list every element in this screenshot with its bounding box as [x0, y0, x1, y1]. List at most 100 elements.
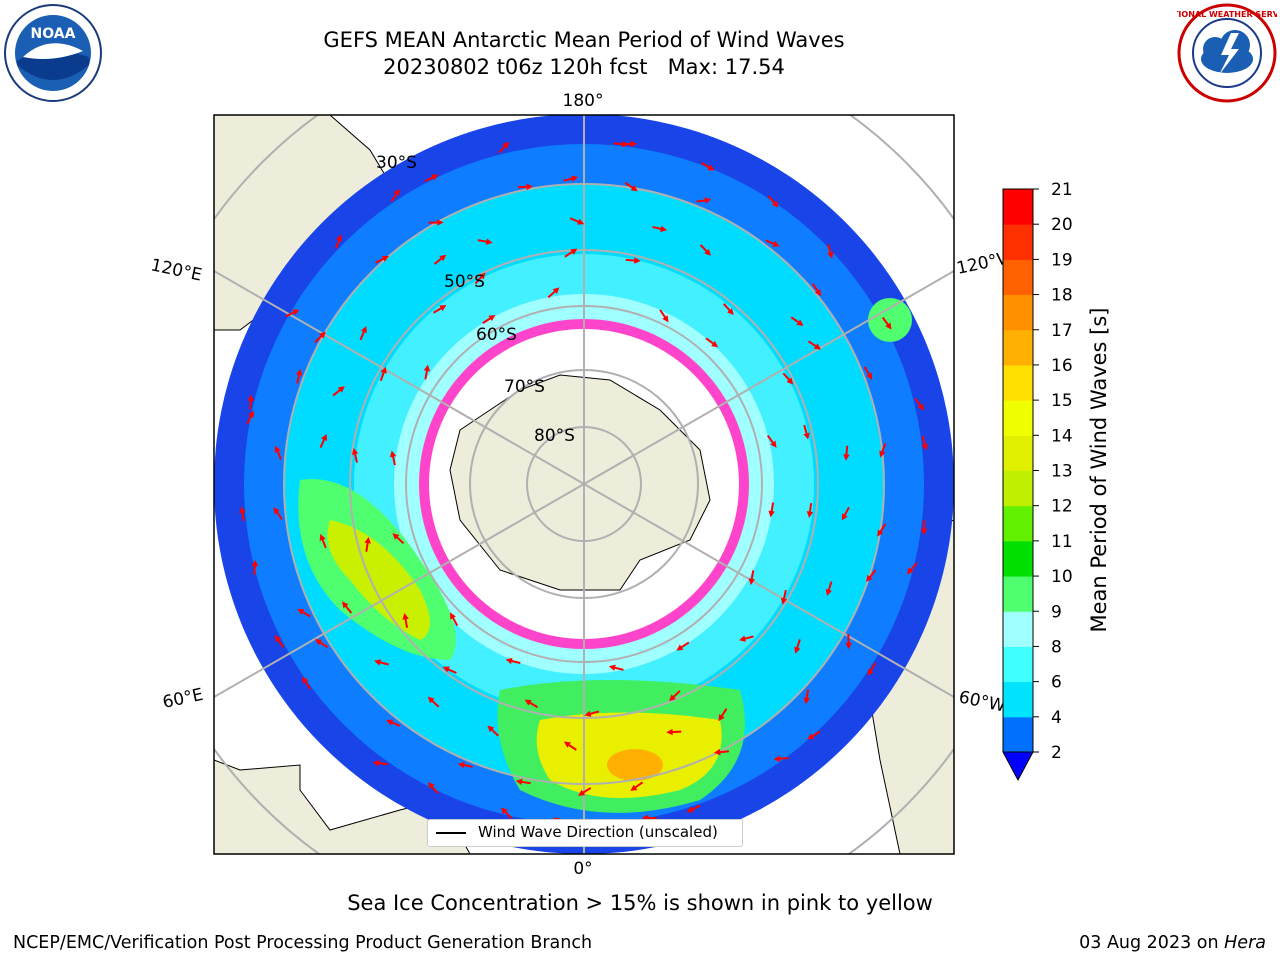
wind-arrow-head	[920, 528, 928, 536]
footer-host: Hera	[1224, 933, 1266, 953]
wind-arrow-head	[662, 315, 669, 323]
wind-arrow-head	[630, 140, 638, 148]
colorbar-band	[1003, 224, 1033, 260]
legend-text: Wind Wave Direction (unscaled)	[478, 823, 718, 841]
wind-arrow-head	[885, 322, 892, 330]
wind-arrow-head	[389, 450, 397, 458]
colorbar-band	[1003, 329, 1033, 366]
colorbar-band	[1003, 470, 1033, 507]
wind-arrow-head	[660, 225, 668, 233]
footer-date: 03 Aug 2023 on Hera	[1079, 933, 1266, 953]
wind-arrow-head	[718, 714, 725, 722]
wind-arrow-head	[457, 761, 465, 769]
wind-arrow-head	[917, 403, 925, 411]
wind-arrow-head	[843, 454, 850, 461]
wind-arrow-head	[427, 782, 435, 789]
wind-arrow-head	[794, 646, 801, 654]
wind-arrow-head	[392, 533, 400, 540]
wind-arrow-head	[360, 326, 367, 334]
wind-arrow-head	[845, 642, 852, 650]
wind-arrow-head	[796, 319, 804, 326]
wind-arrow-head	[803, 432, 810, 440]
noaa-logo-icon: NOAA	[4, 4, 102, 102]
colorbar-tick-label: 19	[1051, 250, 1073, 270]
colorbar-band	[1003, 716, 1033, 753]
footer-branch: NCEP/EMC/Verification Post Processing Pr…	[13, 933, 593, 953]
wind-arrow-head	[488, 314, 496, 322]
wind-arrow-head	[402, 612, 409, 620]
wind-arrow-head	[584, 710, 592, 717]
noaa-logo-text: NOAA	[31, 26, 76, 42]
wind-arrow-head	[427, 696, 435, 704]
colorbar-band	[1003, 189, 1033, 225]
wind-arrow-head	[386, 719, 394, 726]
sea-ice-caption: Sea Ice Concentration > 15% is shown in …	[347, 891, 933, 915]
wind-arrow-head	[773, 755, 781, 762]
colorbar-tick-label: 12	[1051, 497, 1073, 517]
wind-arrow-head	[364, 536, 371, 544]
wind-arrow-head	[866, 372, 873, 380]
wind-arrow-head	[393, 188, 400, 196]
wind-arrow-head	[485, 238, 493, 245]
wind-arrow-head	[704, 197, 712, 204]
wind-arrow-head	[669, 694, 676, 702]
lat-label-60s: 60°S	[476, 325, 517, 345]
colorbar-tick-label: 14	[1051, 426, 1073, 446]
wind-arrow-head	[768, 510, 775, 518]
wind-arrow-head	[676, 644, 684, 651]
colorbar-band	[1003, 400, 1033, 436]
legend-line-icon	[436, 832, 466, 834]
wind-arrow-head	[577, 789, 586, 796]
wind-arrow-head	[770, 440, 777, 448]
wind-arrow-head	[921, 443, 928, 451]
wind-arrow-head	[423, 364, 431, 372]
lon-label-0: 0°	[573, 859, 592, 879]
colorbar-extend-triangle	[1002, 751, 1034, 782]
wind-arrow-head	[786, 377, 794, 385]
colorbar-band	[1003, 259, 1033, 296]
lat-label-50s: 50°S	[444, 272, 485, 292]
colorbar-band	[1003, 364, 1033, 401]
colorbar-ticks: 2 4 6 8 9 10 11 12 13 14 15 16 17 18 19 20 21	[1033, 180, 1073, 763]
wind-arrow-head	[247, 394, 254, 402]
map-legend: Wind Wave Direction (unscaled)	[427, 819, 743, 847]
wind-arrow-head	[239, 506, 246, 514]
wind-arrow-head	[502, 141, 510, 149]
wind-arrow-head	[526, 183, 533, 191]
wind-arrow-head	[630, 184, 638, 192]
wind-arrow-head	[341, 601, 349, 609]
wind-arrow-head	[431, 174, 439, 181]
colorbar-band	[1003, 505, 1033, 542]
colorbar-tick-label: 16	[1051, 356, 1073, 376]
wind-arrow-head	[906, 567, 914, 575]
colorbar-band	[1003, 646, 1033, 683]
wind-arrow-head	[351, 447, 359, 455]
wind-arrow-head	[273, 507, 280, 515]
wind-arrow-head	[524, 699, 532, 706]
wind-arrow-head	[295, 368, 303, 376]
wind-arrow-head	[552, 287, 560, 295]
wind-arrow-head	[450, 612, 456, 620]
wind-arrow-head	[780, 597, 788, 605]
wind-arrow-head	[771, 200, 779, 208]
wind-wave-arrows	[239, 140, 928, 827]
colorbar-tick-label: 21	[1051, 180, 1073, 200]
colorbar-tick-label: 4	[1051, 708, 1062, 728]
wind-arrow-head	[739, 635, 747, 642]
wind-arrow-head	[877, 529, 884, 537]
footer-date-text: 03 Aug 2023 on	[1079, 933, 1225, 953]
wind-arrow-head	[248, 410, 254, 418]
colorbar-tick-label: 8	[1051, 637, 1062, 657]
wind-arrow-head	[437, 219, 444, 226]
wind-arrow-head	[439, 305, 447, 312]
wind-arrow-head	[302, 676, 309, 684]
wind-arrow-head	[813, 343, 821, 350]
wind-arrow-head	[563, 741, 571, 748]
africa-land	[214, 759, 471, 854]
colorbar-bands	[1003, 189, 1033, 753]
wind-arrow-head	[666, 728, 673, 736]
nws-logo-icon: NATIONAL WEATHER SERVICE	[1177, 3, 1277, 103]
wind-arrow-head	[337, 386, 345, 393]
colorbar-tick-label: 2	[1051, 743, 1062, 763]
